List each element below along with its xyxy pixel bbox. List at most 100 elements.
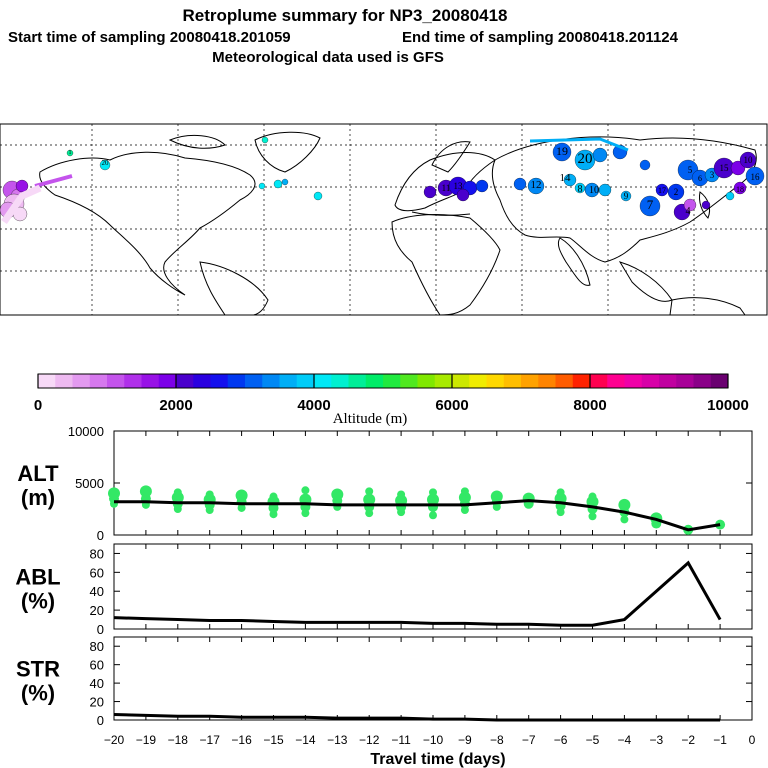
panel-unit-label: (%) bbox=[21, 589, 55, 614]
y-tick-label: 10000 bbox=[68, 424, 104, 439]
plume-marker bbox=[563, 173, 577, 187]
colorbar-cell bbox=[365, 374, 384, 388]
plume-label: 6 bbox=[698, 174, 702, 183]
alt-scatter-point bbox=[618, 498, 631, 511]
plume-marker bbox=[513, 177, 527, 191]
colorbar-cell bbox=[193, 374, 211, 388]
panel-unit-label: (%) bbox=[21, 681, 55, 706]
colorbar-cell bbox=[452, 374, 470, 388]
alt-scatter-point bbox=[522, 492, 535, 505]
travel-time-axis: −20 −19 −18 −17 −16 −15 −14 −13 −12 −11 −10 −9 −8 −7−… bbox=[104, 733, 756, 747]
plume-marker bbox=[574, 182, 586, 194]
x-tick-label: −17 bbox=[200, 733, 221, 747]
x-tick-label: −11 bbox=[391, 733, 411, 747]
colorbar-cell bbox=[503, 374, 522, 388]
plume-label: 12 bbox=[531, 179, 542, 191]
coastlines bbox=[39, 131, 757, 316]
plume-marker bbox=[475, 179, 489, 193]
plume-label: 20 bbox=[578, 151, 593, 167]
colorbar-cell bbox=[331, 374, 349, 388]
alt-scatter-point bbox=[490, 490, 503, 503]
abl-panel: 80 60 40 20 0 ABL(%) bbox=[15, 543, 753, 637]
colorbar-cell bbox=[607, 374, 625, 388]
colorbar-cell bbox=[555, 374, 574, 388]
panel-label: STR bbox=[16, 657, 60, 682]
panel-frame bbox=[113, 636, 753, 721]
alt-scatter-point bbox=[458, 491, 471, 504]
colorbar-cell bbox=[89, 374, 108, 388]
colorbar-cell bbox=[158, 374, 177, 388]
plume-label: 10 bbox=[589, 185, 599, 196]
plume-marker bbox=[598, 183, 612, 197]
plume-marker bbox=[655, 183, 669, 197]
colorbar-cell bbox=[348, 374, 367, 388]
colorbar-cell bbox=[676, 374, 694, 388]
colorbar-tick-label: 0 bbox=[34, 397, 42, 414]
y-tick-label: 40 bbox=[90, 584, 104, 599]
colorbar-cell bbox=[262, 374, 280, 388]
colorbar-cell bbox=[245, 374, 263, 388]
y-tick-label: 80 bbox=[90, 639, 104, 654]
alt-scatter-point bbox=[556, 488, 565, 497]
xaxis-title: Travel time (days) bbox=[370, 751, 505, 768]
plume-label: 18 bbox=[736, 185, 744, 194]
colorbar-cell bbox=[141, 374, 160, 388]
plume-label: 8 bbox=[578, 184, 583, 195]
y-tick-label: 80 bbox=[90, 546, 104, 561]
plume-marker bbox=[99, 159, 111, 171]
plume-marker bbox=[313, 191, 323, 201]
x-tick-label: −6 bbox=[554, 733, 568, 747]
plume-marker bbox=[527, 177, 545, 195]
y-tick-label: 40 bbox=[90, 676, 104, 691]
plume-marker bbox=[620, 190, 632, 202]
panel-label: ALT bbox=[17, 461, 59, 486]
alt-series-line bbox=[114, 499, 721, 532]
colorbar-cell bbox=[279, 374, 298, 388]
plume-trajectory bbox=[529, 137, 629, 152]
world-map: 1 20 19 20 14 12 8 10 9 7 2 5 4 36 10 15 16 17 18 11 13 bbox=[0, 123, 768, 316]
colorbar-cell bbox=[210, 374, 229, 388]
colorbar-cell bbox=[693, 374, 712, 388]
plume-label: 19 bbox=[556, 144, 568, 158]
abl-series-line bbox=[113, 560, 722, 627]
colorbar-cell bbox=[417, 374, 436, 388]
plume-label: 20 bbox=[102, 159, 110, 167]
plume-label: 16 bbox=[751, 172, 761, 182]
y-tick-label: 20 bbox=[90, 695, 104, 710]
alt-scatter-point bbox=[173, 488, 182, 497]
x-tick-label: −20 bbox=[104, 733, 125, 747]
x-tick-label: −8 bbox=[490, 733, 504, 747]
plume-label: 2 bbox=[674, 187, 679, 197]
end-time-label: End time of sampling 20080418.201124 bbox=[402, 29, 679, 46]
plume-marker bbox=[733, 181, 747, 195]
plume-marker bbox=[592, 147, 608, 163]
y-tick-label: 0 bbox=[97, 622, 104, 637]
plume-label: 11 bbox=[442, 183, 451, 193]
alt-scatter-point bbox=[588, 492, 597, 501]
start-time-label: Start time of sampling 20080418.201059 bbox=[8, 29, 291, 46]
colorbar-cell bbox=[38, 374, 56, 388]
colorbar-tick-label: 2000 bbox=[159, 397, 192, 414]
plume-marker bbox=[258, 182, 266, 190]
plume-marker bbox=[739, 151, 757, 169]
plume-label: 9 bbox=[624, 191, 629, 201]
str-panel: 80 60 40 20 0 STR(%) bbox=[16, 636, 753, 728]
plume-markers: 1 20 19 20 14 12 8 10 9 7 2 5 4 36 10 15 16 17 18 11 13 bbox=[0, 136, 765, 224]
x-tick-label: −14 bbox=[295, 733, 316, 747]
figure-title: Retroplume summary for NP3_20080418 bbox=[182, 6, 507, 25]
x-tick-label: −1 bbox=[713, 733, 727, 747]
colorbar-tick-label: 4000 bbox=[297, 397, 330, 414]
x-tick-label: −13 bbox=[327, 733, 348, 747]
x-tick-label: −5 bbox=[586, 733, 600, 747]
panel-label: ABL bbox=[15, 565, 60, 590]
x-tick-label: −9 bbox=[458, 733, 472, 747]
plume-label: 4 bbox=[686, 206, 691, 217]
plume-marker bbox=[66, 149, 74, 157]
x-tick-label: −4 bbox=[618, 733, 632, 747]
colorbar-cell bbox=[572, 374, 591, 388]
plume-marker bbox=[261, 136, 269, 144]
plume-label: 5 bbox=[688, 165, 693, 175]
plume-label: 13 bbox=[454, 181, 464, 191]
panel-unit-label: (m) bbox=[21, 485, 55, 510]
plume-marker bbox=[667, 183, 685, 201]
